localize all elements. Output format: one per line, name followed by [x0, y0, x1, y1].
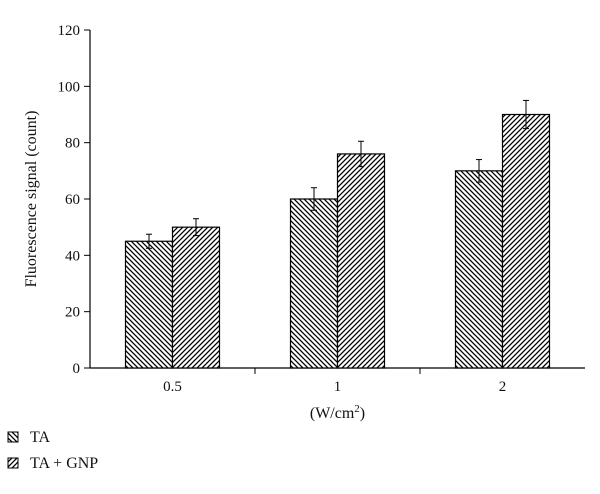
legend-swatch — [7, 457, 19, 469]
y-tick-label: 80 — [65, 136, 80, 152]
y-tick-label: 20 — [65, 305, 80, 321]
x-tick-label: 2 — [499, 379, 507, 395]
legend-label: TA + GNP — [30, 455, 98, 472]
y-tick-label: 40 — [65, 248, 80, 264]
bar — [501, 113, 551, 369]
x-axis-title-tail: ) — [360, 405, 365, 422]
bar — [124, 240, 174, 369]
x-axis-title-main: (W/cm — [310, 405, 355, 422]
y-tick-label: 60 — [65, 192, 80, 208]
y-tick-label: 0 — [73, 361, 81, 377]
bar — [171, 226, 221, 369]
x-tick-label: 0.5 — [163, 379, 182, 395]
legend-swatch — [7, 431, 19, 443]
bar — [289, 198, 339, 369]
x-axis-title: (W/cm2) — [310, 403, 365, 422]
legend-label: TA — [30, 429, 50, 446]
y-tick-label: 100 — [58, 79, 81, 95]
bar — [336, 153, 386, 369]
x-axis-title-superscript: 2 — [354, 403, 360, 415]
y-axis-title: Fluorescence signal (count) — [23, 111, 40, 288]
x-tick-label: 1 — [334, 379, 342, 395]
y-tick-label: 120 — [58, 23, 81, 39]
bar — [454, 170, 504, 369]
plot-area: 0 20 40 60 80 100 120 0.5 1 2 — [58, 23, 585, 395]
legend: TA TA + GNP — [7, 429, 98, 472]
